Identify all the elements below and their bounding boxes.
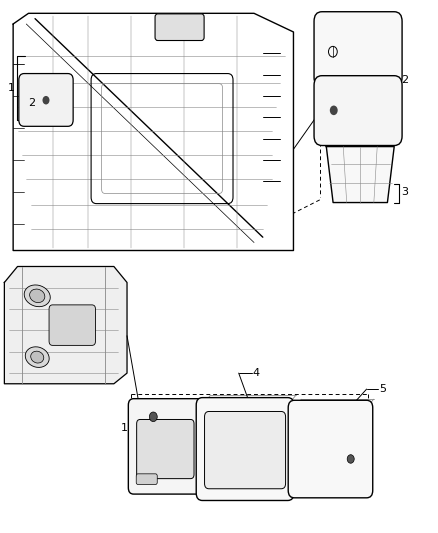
Circle shape: [347, 455, 354, 463]
FancyBboxPatch shape: [314, 12, 402, 87]
FancyBboxPatch shape: [155, 14, 204, 41]
Text: 3: 3: [402, 187, 409, 197]
FancyBboxPatch shape: [128, 399, 202, 494]
FancyBboxPatch shape: [49, 305, 95, 345]
Ellipse shape: [24, 285, 50, 306]
Circle shape: [149, 412, 157, 422]
Text: 4: 4: [253, 368, 260, 378]
Text: 1: 1: [8, 83, 15, 93]
Polygon shape: [326, 147, 394, 203]
Text: 2: 2: [28, 98, 35, 108]
Text: 5: 5: [379, 384, 386, 394]
Ellipse shape: [31, 351, 44, 363]
Ellipse shape: [25, 347, 49, 367]
FancyBboxPatch shape: [19, 74, 73, 126]
Text: 1: 1: [120, 423, 127, 433]
FancyBboxPatch shape: [205, 411, 286, 489]
Ellipse shape: [30, 289, 45, 303]
Text: 2: 2: [402, 76, 409, 85]
Polygon shape: [4, 266, 127, 384]
FancyBboxPatch shape: [196, 398, 294, 500]
FancyBboxPatch shape: [314, 76, 402, 146]
FancyBboxPatch shape: [137, 419, 194, 479]
FancyBboxPatch shape: [136, 474, 157, 484]
Circle shape: [330, 106, 338, 115]
FancyBboxPatch shape: [288, 400, 373, 498]
Circle shape: [42, 96, 49, 104]
